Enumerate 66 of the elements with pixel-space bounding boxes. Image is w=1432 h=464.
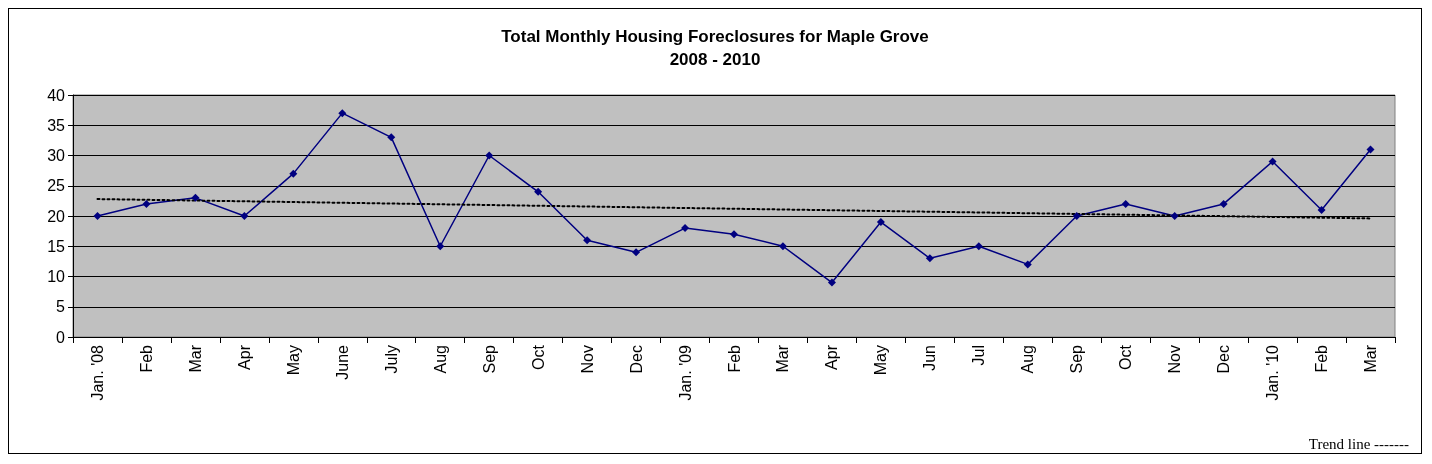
point: [1121, 199, 1130, 208]
point: [93, 212, 102, 220]
y-tick-label: 40: [47, 86, 66, 104]
x-tick-label: Apr: [235, 344, 253, 370]
point: [1366, 145, 1375, 154]
point: [730, 230, 738, 239]
x-tick-label: Mar: [1362, 344, 1380, 373]
y-tick-label: 20: [47, 207, 66, 225]
x-tick-label: Aug: [1019, 345, 1037, 374]
point: [632, 248, 641, 257]
x-tick-label: Feb: [1313, 344, 1331, 373]
x-tick-label: Jun: [921, 345, 939, 371]
x-tick-label: May: [284, 345, 302, 376]
point: [925, 254, 934, 263]
x-tick-label: July: [382, 345, 400, 374]
point: [289, 169, 298, 178]
x-tick-label: Aug: [431, 345, 449, 374]
text: Trend line -------: [1308, 435, 1409, 452]
x-tick-label: Jan. '09: [676, 344, 694, 401]
point: [485, 151, 494, 160]
point: [534, 187, 543, 196]
chart-subtitle: 2008 - 2010: [669, 50, 761, 69]
point: [1317, 205, 1326, 214]
chart-title: Total Monthly Housing Foreclosures for Maple Grove: [501, 27, 929, 46]
point: [338, 109, 347, 118]
x-tick-label: Feb: [137, 344, 155, 373]
x-tick-label: Mar: [186, 344, 204, 373]
point: [1072, 212, 1081, 220]
x-tick-label: Sep: [480, 344, 498, 374]
x-tick-label: Jul: [970, 345, 988, 366]
x-tick-label: Sep: [1068, 344, 1086, 374]
point: [436, 242, 445, 251]
x-tick-label: Jan. '10: [1264, 344, 1282, 401]
y-tick-label: 0: [56, 328, 66, 346]
x-tick-label: Mar: [774, 344, 792, 373]
x-tick-label: June: [333, 344, 351, 380]
x-tick-label: Jan. '08: [88, 344, 106, 401]
point: [1170, 212, 1179, 220]
point: [827, 278, 836, 287]
point: [974, 242, 983, 251]
point: [778, 242, 787, 251]
y-tick-label: 25: [47, 177, 66, 195]
point: [142, 199, 151, 208]
point: [1268, 157, 1277, 166]
point: [583, 236, 592, 245]
y-tick-label: 15: [47, 237, 66, 255]
point: [191, 193, 200, 202]
x-tick-label: Feb: [725, 344, 743, 373]
x-tick-label: Nov: [578, 345, 596, 374]
point: [1219, 199, 1228, 208]
point: [1023, 260, 1032, 269]
y-tick-label: 35: [47, 116, 66, 134]
y-tick-label: 30: [47, 147, 66, 164]
point: [387, 133, 396, 142]
y-tick-label: 10: [47, 268, 66, 285]
x-tick-label: Nov: [1166, 345, 1184, 374]
x-tick-label: Oct: [1117, 344, 1135, 370]
point: [240, 212, 249, 220]
x-tick-label: May: [872, 345, 890, 376]
point: [681, 224, 690, 233]
x-tick-label: Oct: [529, 344, 547, 370]
x-tick-label: Dec: [627, 345, 645, 374]
y-tick-label: 5: [56, 298, 66, 316]
x-tick-label: Apr: [823, 344, 841, 370]
x-tick-label: Dec: [1215, 345, 1233, 374]
point: [876, 218, 885, 227]
